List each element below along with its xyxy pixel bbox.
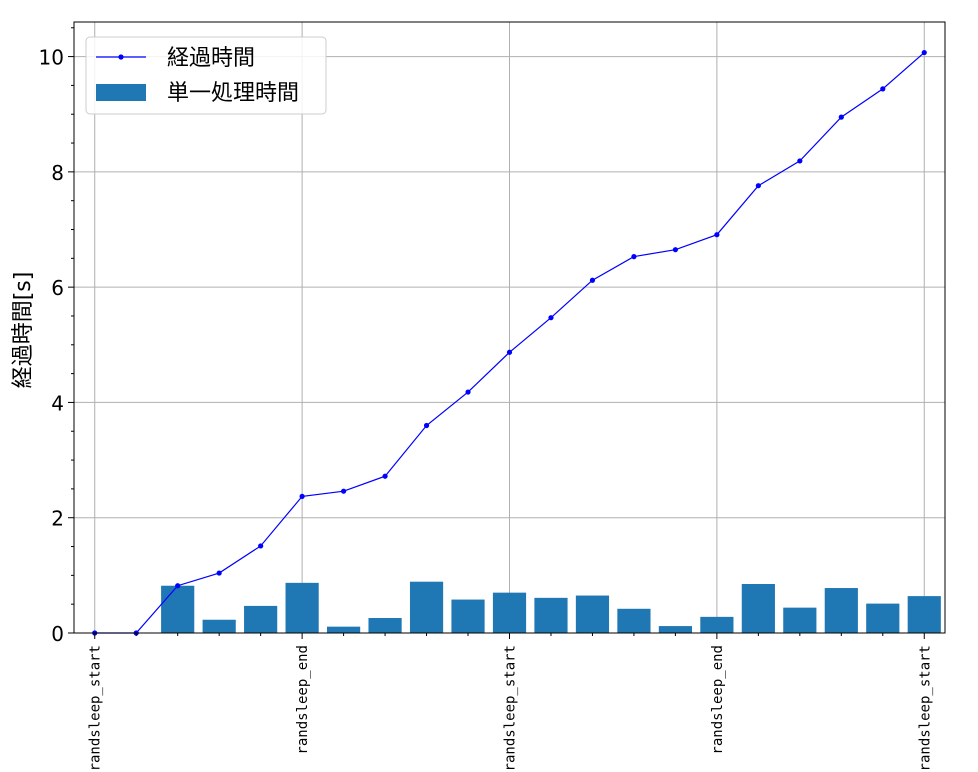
- elapsed-point: [299, 493, 305, 499]
- x-tick-label: randsleep_end: [710, 645, 726, 755]
- elapsed-point: [714, 232, 720, 238]
- y-tick-label: 4: [51, 391, 64, 415]
- bar: [617, 608, 651, 633]
- legend-label-single: 単一処理時間: [167, 81, 299, 106]
- bar: [451, 599, 485, 633]
- y-tick-label: 6: [51, 276, 64, 300]
- elapsed-point: [548, 315, 554, 321]
- legend-bar-patch: [96, 84, 146, 101]
- elapsed-point: [423, 422, 430, 429]
- bar: [575, 595, 610, 633]
- y-axis-label: 経過時間[s]: [11, 272, 36, 389]
- elapsed-point: [340, 488, 347, 494]
- bars-layer: [161, 581, 941, 633]
- bar: [161, 585, 195, 633]
- bar: [244, 605, 278, 633]
- ticks-layer: 0 2 4 6 8 10 randsleep_start randsleep_end rands…: [39, 27, 933, 771]
- legend-label-elapsed: 経過時間: [167, 46, 255, 71]
- elapsed-point: [465, 389, 471, 395]
- y-tick-label: 0: [51, 622, 64, 646]
- x-tick-label: randsleep_end: [295, 645, 311, 755]
- y-tick-label: 8: [51, 161, 64, 185]
- elapsed-point: [921, 49, 927, 56]
- bar: [368, 618, 402, 633]
- x-tick-label: randsleep_start: [503, 645, 519, 771]
- bar: [866, 603, 900, 633]
- elapsed-point: [880, 86, 886, 92]
- bar: [327, 626, 361, 633]
- elapsed-point: [175, 583, 181, 589]
- bar: [492, 592, 527, 633]
- x-tick-label: randsleep_start: [917, 645, 933, 771]
- bar: [741, 584, 775, 633]
- bar: [700, 616, 734, 633]
- y-tick-label: 10: [39, 46, 64, 70]
- elapsed-point: [631, 254, 637, 260]
- elapsed-point: [797, 158, 803, 164]
- elapsed-point: [589, 277, 596, 283]
- bar: [534, 597, 568, 633]
- legend-dot-marker: [118, 54, 124, 60]
- elapsed-point: [755, 183, 761, 189]
- elapsed-point: [506, 349, 513, 355]
- elapsed-point: [672, 247, 679, 253]
- bar: [783, 607, 817, 633]
- elapsed-point: [216, 570, 222, 576]
- bar: [202, 619, 236, 633]
- bar: [658, 626, 692, 633]
- bar: [907, 596, 941, 633]
- elapsed-point: [382, 473, 388, 479]
- y-tick-label: 2: [51, 507, 64, 531]
- elapsed-point: [258, 543, 264, 549]
- elapsed-point: [838, 114, 844, 120]
- legend: 経過時間 単一処理時間: [85, 36, 327, 115]
- bar: [409, 581, 444, 633]
- bar: [285, 582, 319, 633]
- x-tick-label: randsleep_start: [88, 645, 104, 771]
- bar: [824, 588, 858, 633]
